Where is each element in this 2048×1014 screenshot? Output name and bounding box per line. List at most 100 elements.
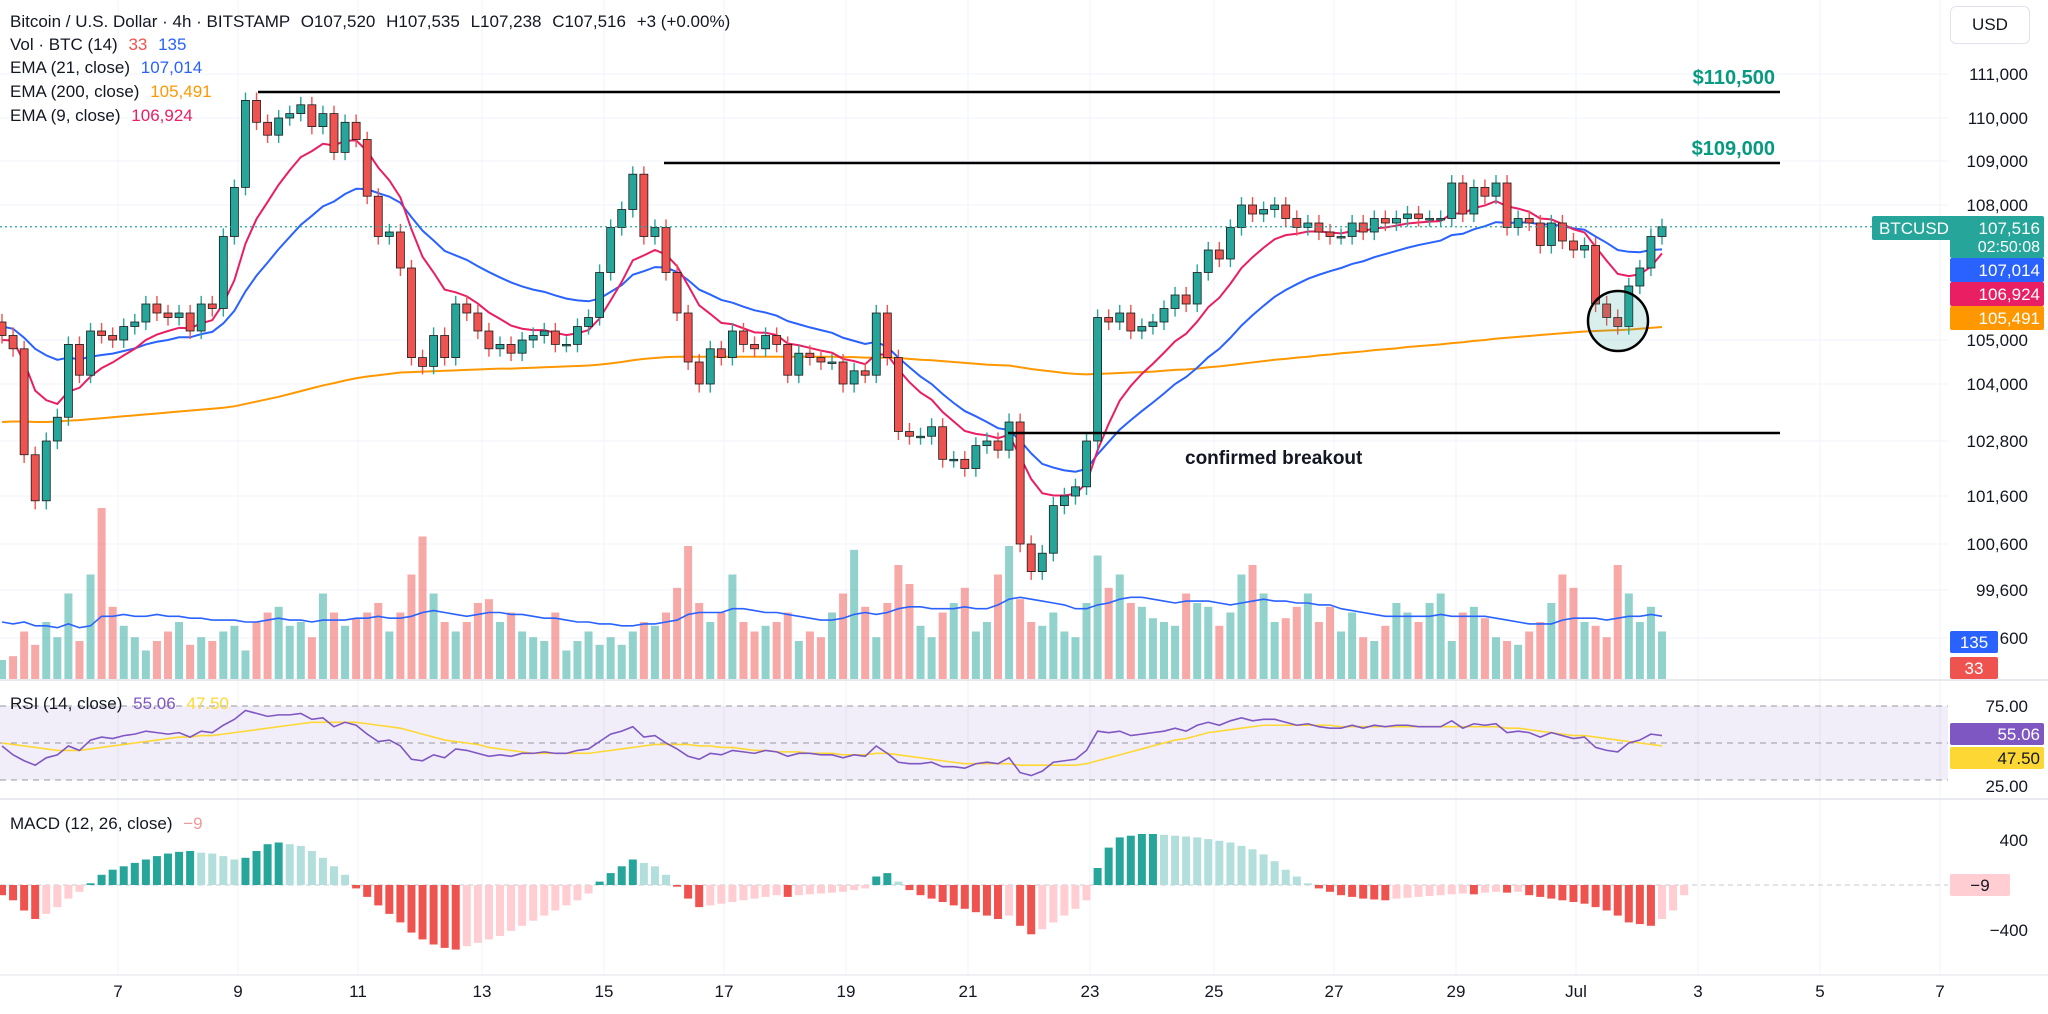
ema21-legend[interactable]: EMA (21, close) 107,014 [10,58,202,78]
time-axis-tick: 25 [1205,982,1224,1001]
ema200-legend[interactable]: EMA (200, close) 105,491 [10,82,212,102]
macd-hist-bar [1613,885,1622,916]
price-axis-tick: 100,600 [1967,535,2028,554]
volume-bar [1248,565,1257,679]
ema200-badge-bg [1950,306,2044,330]
rsi-badge: 55.06 [1997,725,2040,744]
volume-bar [982,622,991,679]
symbol-legend[interactable]: Bitcoin / U.S. Dollar · 4h · BITSTAMP O1… [10,12,730,32]
candle-body [1093,317,1102,442]
candle-body [539,330,549,336]
candle-body [694,361,704,385]
volume-bar [1503,641,1512,679]
volume-bar [1436,593,1445,679]
candle-body [0,321,7,336]
volume-bar [739,622,748,679]
symbol-badge-bg [1872,216,1956,240]
ema9-label: EMA (9, close) [10,106,121,125]
macd-hist-bar [1669,885,1678,911]
macd-hist-bar [1237,845,1246,885]
macd-badge-bg [1950,874,2010,896]
rsi-legend[interactable]: RSI (14, close) 55.06 47.50 [10,694,229,714]
macd-hist-bar [628,859,637,885]
candle-body [894,357,903,432]
macd-hist-bar [341,874,350,885]
candle-body [882,312,892,358]
volume-bar [706,622,715,679]
macd-hist-bar [1503,885,1512,893]
macd-hist-bar [152,856,161,885]
candle-body [1358,222,1368,233]
macd-hist-bar [1326,885,1334,892]
macd-hist-bar [1115,837,1124,885]
candle-body [241,100,250,188]
time-axis-tick: 9 [233,982,242,1001]
macd-hist-bar [617,866,626,885]
candle-body [263,121,273,136]
volume-bar [1414,622,1423,679]
candle-body [595,272,604,318]
price-axis-tick: 104,000 [1967,375,2028,394]
time-axis-tick: 11 [349,982,367,1001]
candle-body [1513,218,1523,228]
time-axis-tick: 23 [1081,982,1100,1001]
candle-body [1126,312,1136,332]
volume-bar [1292,606,1301,679]
candle-body [639,173,649,237]
candle-body [340,121,350,153]
volume-bar [794,641,803,679]
ema9-value: 106,924 [131,106,193,125]
macd-value: −9 [183,814,203,833]
price-axis-tick: 108,000 [1967,196,2028,215]
macd-hist-bar [20,885,29,911]
volume-bar [1492,637,1500,679]
volume-bar [274,606,283,679]
volume-bar [352,618,361,679]
candle-body [1535,222,1545,246]
macd-hist-bar [1525,885,1534,896]
candle-body [296,104,306,115]
macd-hist-bar [175,851,184,885]
macd-hist-bar [1359,885,1368,899]
candle-body [108,335,118,341]
macd-hist-bar [684,885,693,899]
macd-hist-bar [894,881,903,885]
ema200-line [1,325,1663,423]
macd-legend[interactable]: MACD (12, 26, close) −9 [10,814,203,834]
candle-body [628,173,638,210]
volume-bar [551,612,560,679]
candle-body [185,312,195,332]
candle-body [407,267,416,358]
candle-body [196,303,206,332]
candle-body [130,321,140,327]
candle-body [1403,213,1412,219]
macd-hist-bar [97,874,106,885]
volume-bar [1337,631,1346,679]
candle-body [440,335,450,359]
volume-bar [1093,555,1102,679]
price-axis-tick: 105,000 [1967,331,2028,350]
volume-legend[interactable]: Vol · BTC (14) 33 135 [10,35,186,55]
volume-bar [9,656,18,679]
candle-body [207,303,217,309]
candle-body [1159,308,1169,323]
time-axis-tick: 19 [837,982,856,1001]
ema21-value: 107,014 [140,58,203,77]
volume-bar [1536,622,1545,679]
ema9-legend[interactable]: EMA (9, close) 106,924 [10,106,193,126]
volume-bar [0,660,6,679]
macd-hist-bar [750,885,759,899]
macd-hist-bar [296,845,305,885]
currency-button[interactable]: USD [1950,6,2030,44]
macd-hist-bar [1469,885,1478,895]
candle-body [329,113,339,153]
macd-hist-bar [1602,885,1611,911]
volume-bar [1558,574,1567,679]
candle-body [849,370,859,385]
macd-hist-bar [739,885,748,901]
volume-value: 33 [128,35,148,54]
volume-bar [108,606,117,679]
macd-hist-bar [1558,885,1567,901]
